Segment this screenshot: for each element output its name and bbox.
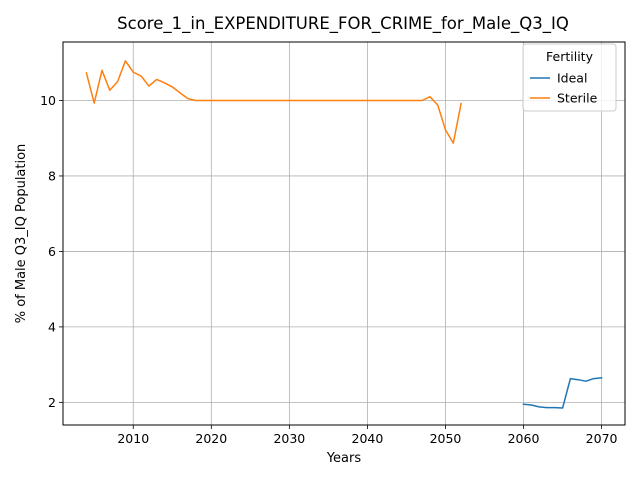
x-tick-label: 2070: [586, 431, 618, 446]
series-line-ideal: [522, 376, 603, 409]
x-axis-label: Years: [326, 451, 362, 466]
legend-box: [522, 43, 617, 112]
series-group: [85, 60, 603, 409]
legend-label-ideal: Ideal: [557, 71, 587, 86]
x-tick-label: 2050: [430, 431, 462, 446]
plot-frame: [62, 41, 626, 426]
legend: Fertility Ideal Sterile: [522, 43, 617, 112]
x-tick-label: 2030: [273, 431, 305, 446]
series-line-sterile: [85, 60, 462, 144]
x-tick-label: 2040: [352, 431, 384, 446]
y-axis-label: % of Male Q3_IQ Population: [14, 144, 29, 324]
legend-label-sterile: Sterile: [557, 91, 598, 106]
y-axis-ticks: 2 4 6 8 10: [40, 93, 63, 410]
chart-title: Score_1_in_EXPENDITURE_FOR_CRIME_for_Mal…: [117, 14, 569, 34]
legend-title: Fertility: [546, 49, 594, 64]
y-tick-label: 4: [48, 319, 56, 334]
y-tick-label: 2: [48, 395, 56, 410]
y-tick-label: 6: [48, 244, 56, 259]
x-tick-label: 2060: [508, 431, 540, 446]
y-tick-label: 10: [40, 93, 56, 108]
y-tick-label: 8: [48, 168, 56, 183]
x-tick-label: 2020: [195, 431, 227, 446]
x-axis-ticks: 2010 2020 2030 2040 2050 2060 2070: [117, 425, 618, 446]
x-tick-label: 2010: [117, 431, 149, 446]
